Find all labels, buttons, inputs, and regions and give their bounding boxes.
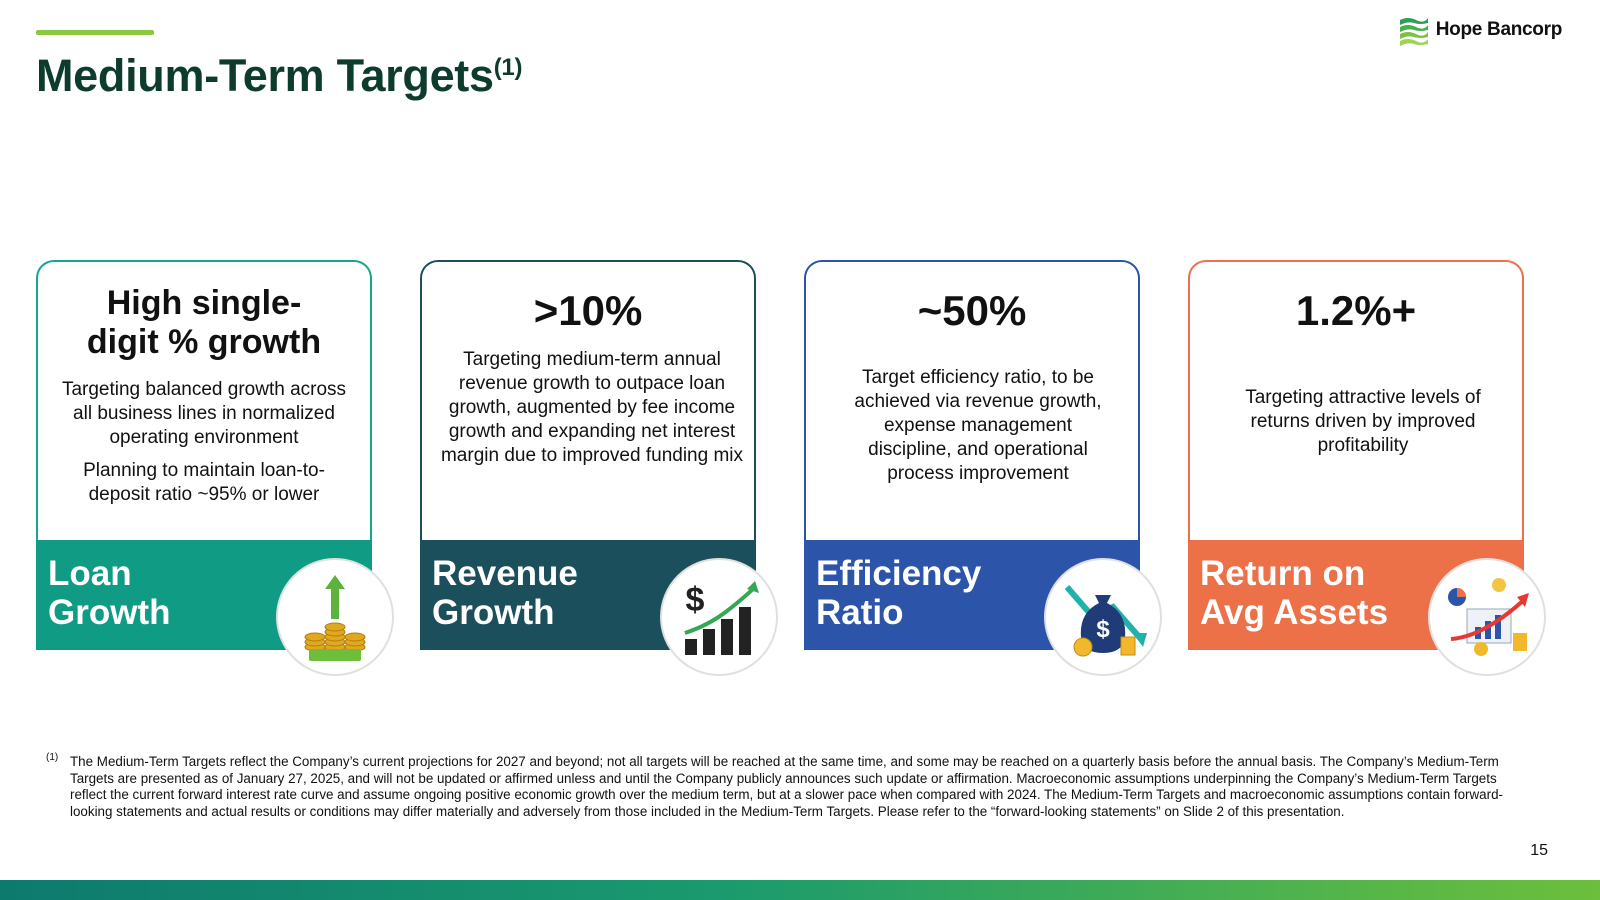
metric-value: High single-digit % growth <box>86 284 322 361</box>
metric-value: >10% <box>533 287 643 334</box>
footnote-text: The Medium-Term Targets reflect the Comp… <box>70 754 1503 819</box>
footnote-mark: (1) <box>46 752 59 763</box>
bottom-gradient-bar <box>0 880 1600 900</box>
svg-text:$: $ <box>686 581 705 619</box>
card-content-box: ~50% Target efficiency ratio, to be achi… <box>804 260 1140 540</box>
target-card-loan-growth: High single-digit % growth Targeting bal… <box>36 260 394 676</box>
target-card-efficiency-ratio: ~50% Target efficiency ratio, to be achi… <box>804 260 1162 676</box>
footnote: (1) The Medium-Term Targets reflect the … <box>46 752 1511 820</box>
card-label: Loan Growth <box>48 554 171 632</box>
card-content-box: >10% Targeting medium-term annual revenu… <box>420 260 756 540</box>
logo-text: Hope Bancorp <box>1435 19 1563 40</box>
money-bag-icon: $ <box>1044 558 1162 676</box>
card-label: Revenue Growth <box>432 554 578 632</box>
dollar-growth-chart-icon: $ <box>660 558 778 676</box>
title-footnote-mark: (1) <box>493 54 523 81</box>
company-logo: Hope Bancorp <box>1398 14 1562 46</box>
page-number: 15 <box>1530 842 1548 859</box>
card-label: Return on Avg Assets <box>1200 554 1389 632</box>
svg-text:$: $ <box>1096 616 1110 643</box>
analytics-growth-icon <box>1428 558 1546 676</box>
description-paragraph: Planning to maintain loan-to-deposit rat… <box>83 460 325 505</box>
hope-bancorp-logo-icon <box>1399 18 1428 46</box>
card-description: Targeting attractive levels of returns d… <box>1234 386 1492 467</box>
description-paragraph: Target efficiency ratio, to be achieved … <box>854 367 1102 484</box>
description-paragraph: Targeting balanced growth across all bus… <box>61 379 347 448</box>
description-paragraph: Targeting medium-term annual revenue gro… <box>440 349 744 466</box>
metric-value: ~50% <box>917 287 1027 334</box>
target-card-return-on-avg-assets: 1.2%+ Targeting attractive levels of ret… <box>1188 260 1546 676</box>
page-title-text: Medium-Term Targets <box>36 50 494 101</box>
target-card-revenue-growth: >10% Targeting medium-term annual revenu… <box>420 260 778 676</box>
card-description: Targeting medium-term annual revenue gro… <box>434 348 750 477</box>
title-accent-line <box>36 30 154 35</box>
loan-coins-icon <box>276 558 394 676</box>
card-description: Targeting balanced growth across all bus… <box>52 378 356 516</box>
card-label: Efficiency Ratio <box>816 554 982 632</box>
page-title: Medium-Term Targets(1) <box>36 50 522 102</box>
card-content-box: 1.2%+ Targeting attractive levels of ret… <box>1188 260 1524 540</box>
description-paragraph: Targeting attractive levels of returns d… <box>1245 387 1481 456</box>
card-description: Target efficiency ratio, to be achieved … <box>840 366 1116 495</box>
metric-value: 1.2%+ <box>1295 287 1417 334</box>
card-content-box: High single-digit % growth Targeting bal… <box>36 260 372 540</box>
